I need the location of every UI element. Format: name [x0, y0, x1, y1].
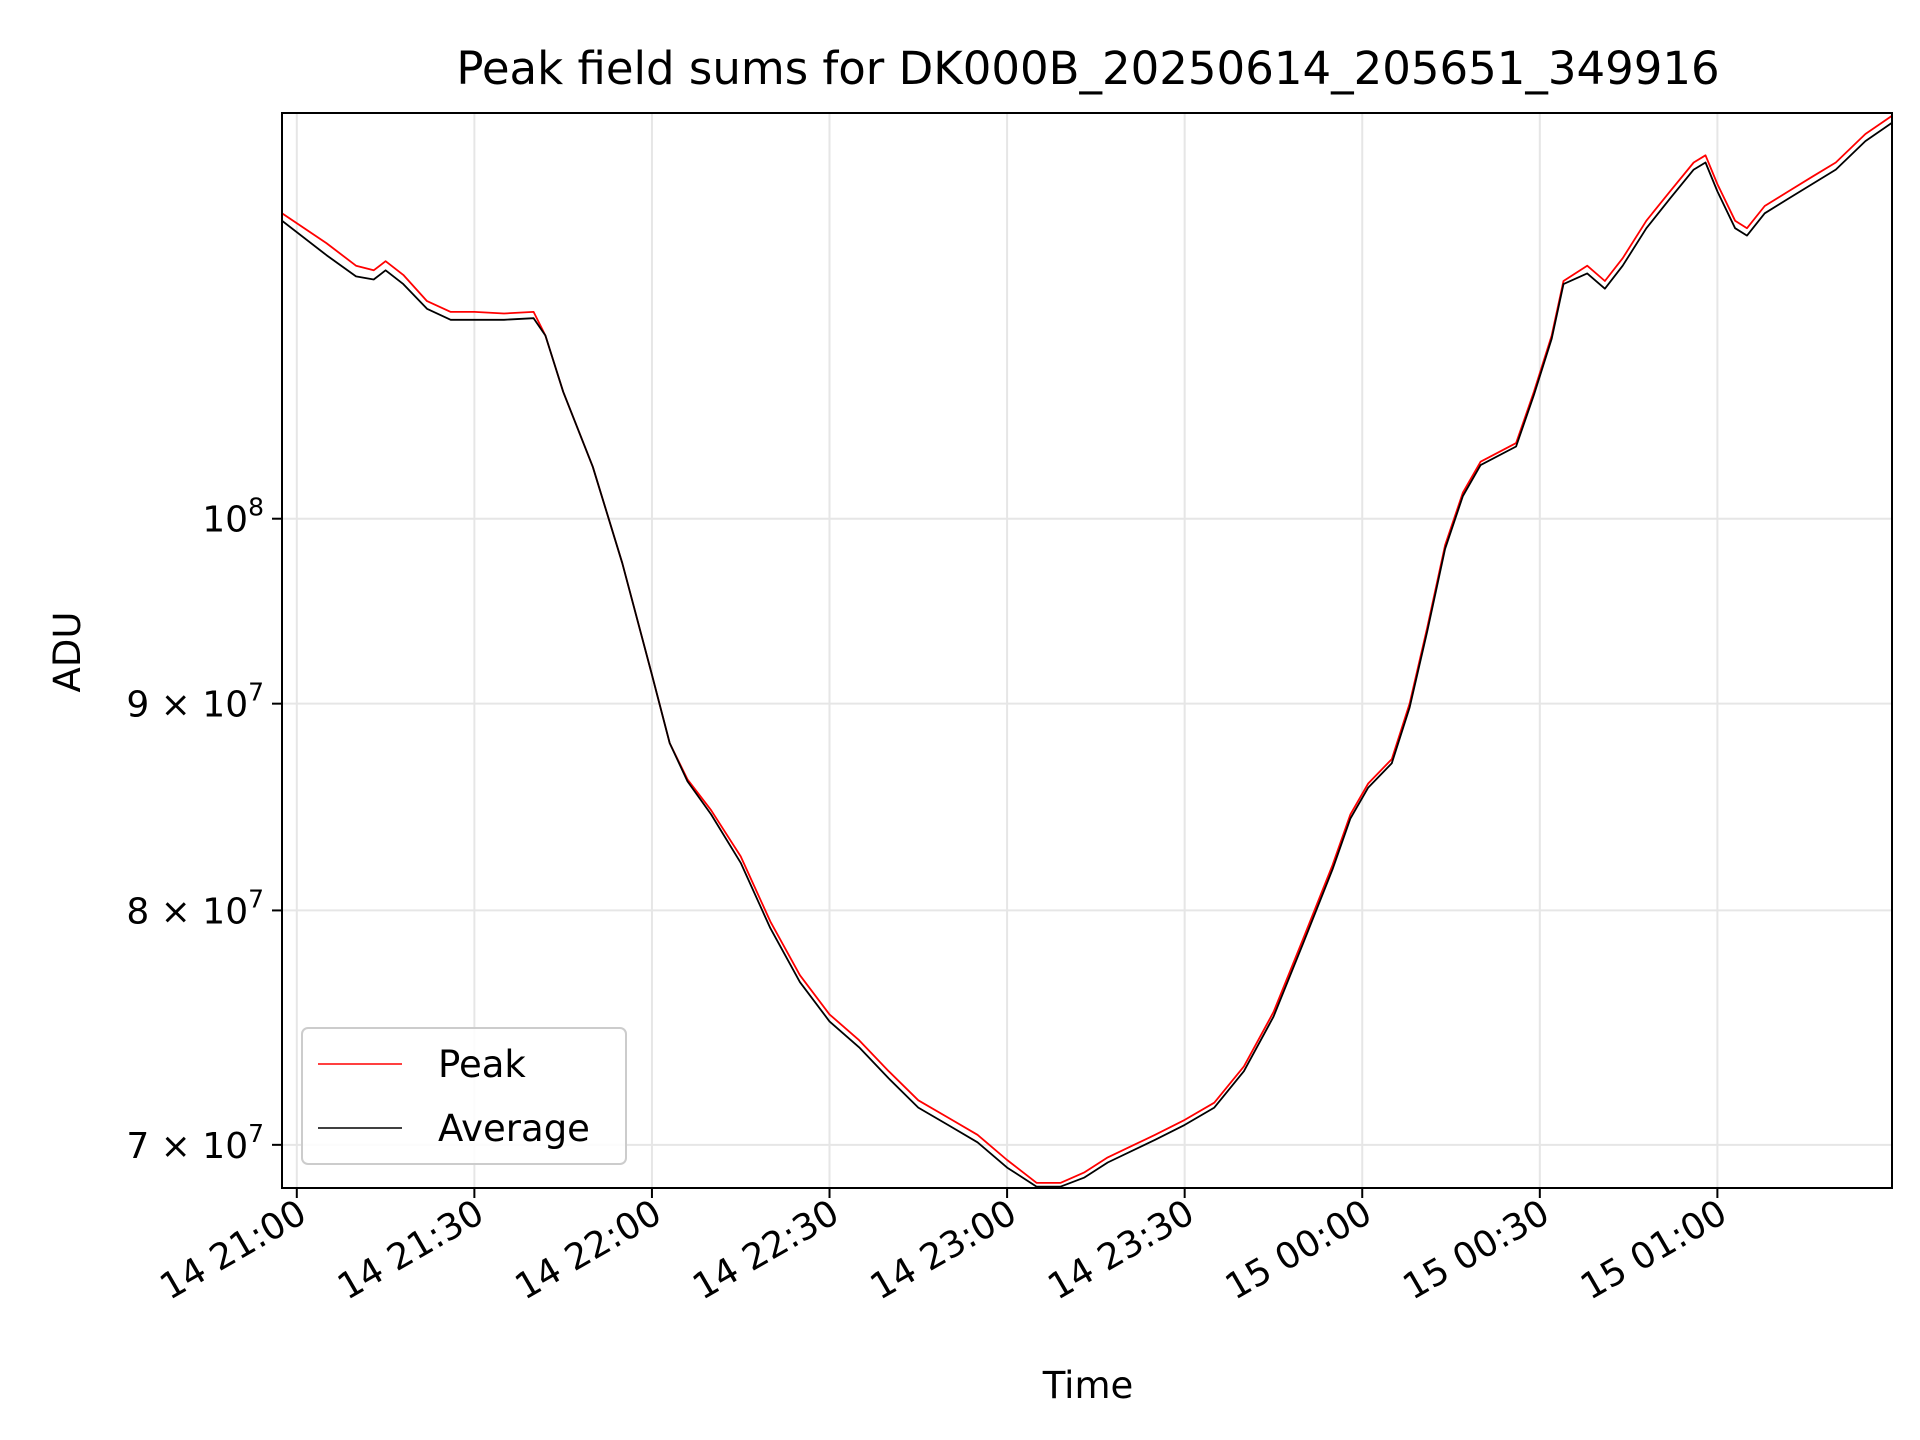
- series-line-average: [282, 122, 1892, 1188]
- x-axis-label: Time: [1042, 1364, 1134, 1407]
- y-tick-label: 108: [202, 493, 264, 541]
- y-tick-label: 7 × 107: [126, 1119, 264, 1167]
- chart-title: Peak field sums for DK000B_20250614_2056…: [456, 42, 1719, 95]
- legend-box: [301, 1027, 627, 1165]
- y-tick-label: 8 × 107: [126, 884, 264, 932]
- grid: [282, 113, 1892, 1188]
- y-axis-label: ADU: [46, 612, 89, 693]
- plot-area-frame: [281, 112, 1893, 1189]
- y-tick-label: 9 × 107: [126, 678, 264, 726]
- legend: Peak Average: [301, 1027, 627, 1165]
- legend-peak-label: Peak: [438, 1043, 526, 1086]
- series-layer: [282, 115, 1892, 1188]
- y-axis: 7 × 107 8 × 107 9 × 107 108: [126, 493, 282, 1167]
- legend-average-label: Average: [438, 1107, 590, 1150]
